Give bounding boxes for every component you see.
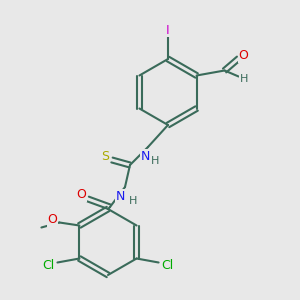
Text: S: S [101, 151, 109, 164]
Text: N: N [140, 149, 150, 163]
Text: H: H [151, 156, 159, 166]
Text: I: I [166, 23, 170, 37]
Text: H: H [239, 74, 248, 85]
Text: Cl: Cl [42, 259, 55, 272]
Text: O: O [76, 188, 86, 202]
Text: N: N [115, 190, 125, 202]
Text: Cl: Cl [161, 259, 174, 272]
Text: O: O [238, 49, 248, 62]
Text: H: H [129, 196, 137, 206]
Text: O: O [47, 213, 57, 226]
